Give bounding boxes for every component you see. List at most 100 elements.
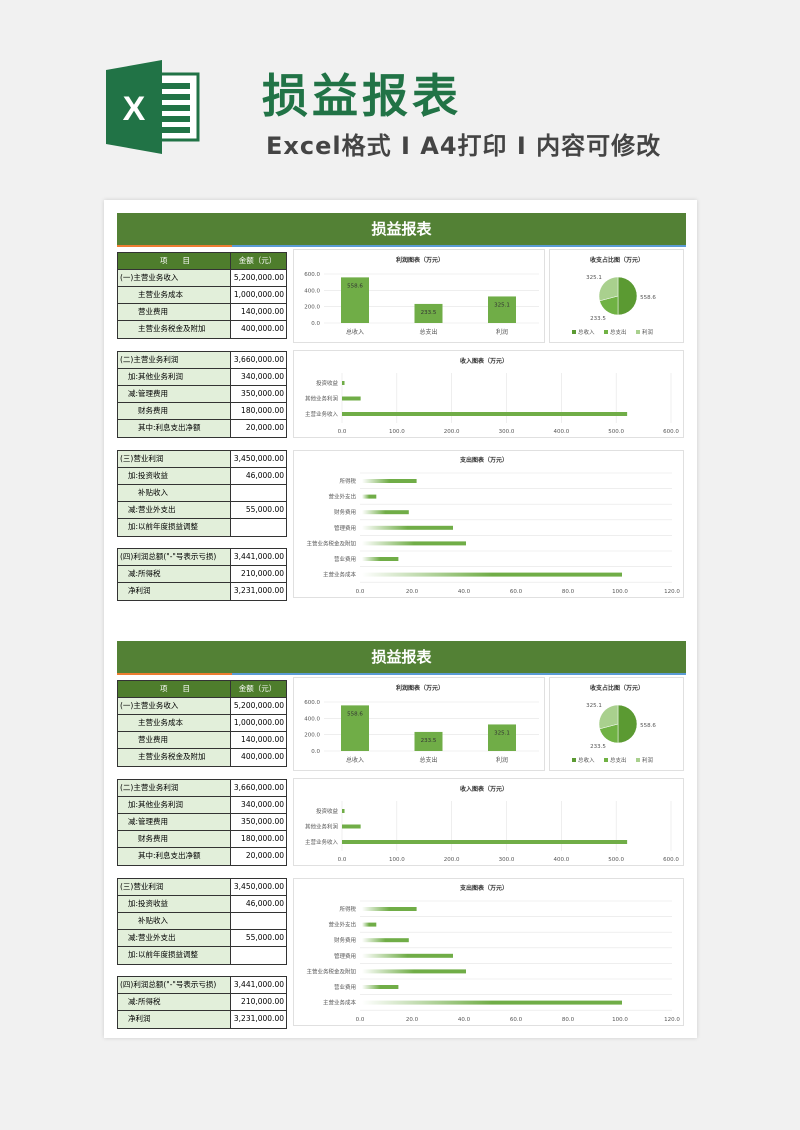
table-row[interactable]: 净利润 3,231,000.00 [118,1011,286,1028]
row-label[interactable]: 加:投资收益 [118,468,231,484]
row-amount[interactable]: 55,000.00 [231,502,286,518]
row-amount[interactable] [231,519,286,536]
table-row[interactable]: 财务费用 180,000.00 [118,831,286,848]
row-amount[interactable]: 3,660,000.00 [231,352,286,368]
row-label[interactable]: (四)利润总额("-"号表示亏损) [118,977,231,993]
row-label[interactable]: 加:其他业务利润 [118,797,231,813]
row-label[interactable]: 主营业务税金及附加 [118,749,231,766]
row-amount[interactable]: 400,000.00 [231,749,286,766]
row-label[interactable]: 加:投资收益 [118,896,231,912]
table-row[interactable]: 其中:利息支出净额 20,000.00 [118,848,286,865]
table-row[interactable]: 加:以前年度损益调整 [118,519,286,536]
row-amount[interactable]: 3,450,000.00 [231,879,286,895]
row-amount[interactable]: 400,000.00 [231,321,286,338]
row-label[interactable]: 营业费用 [118,304,231,320]
table-row[interactable]: 加:其他业务利润 340,000.00 [118,797,286,814]
row-amount[interactable]: 340,000.00 [231,369,286,385]
table-row[interactable]: (一)主营业务收入 5,200,000.00 [118,270,286,287]
table-row[interactable]: 加:投资收益 46,000.00 [118,468,286,485]
row-label[interactable]: (三)营业利润 [118,879,231,895]
table-row[interactable]: 主营业务税金及附加 400,000.00 [118,321,286,338]
row-amount[interactable]: 3,660,000.00 [231,780,286,796]
row-label[interactable]: 净利润 [118,1011,231,1028]
row-amount[interactable]: 3,231,000.00 [231,1011,286,1028]
table-row[interactable]: 补贴收入 [118,485,286,502]
table-row[interactable]: 减:管理费用 350,000.00 [118,386,286,403]
table-row[interactable]: (三)营业利润 3,450,000.00 [118,879,286,896]
row-label[interactable]: 财务费用 [118,831,231,847]
table-row[interactable]: 其中:利息支出净额 20,000.00 [118,420,286,437]
row-amount[interactable]: 340,000.00 [231,797,286,813]
table-row[interactable]: 减:所得税 210,000.00 [118,566,286,583]
row-amount[interactable]: 55,000.00 [231,930,286,946]
row-label[interactable]: 减:管理费用 [118,814,231,830]
row-amount[interactable] [231,947,286,964]
row-label[interactable]: 减:所得税 [118,994,231,1010]
row-amount[interactable]: 46,000.00 [231,468,286,484]
table-row[interactable]: 净利润 3,231,000.00 [118,583,286,600]
table-row[interactable]: 减:所得税 210,000.00 [118,994,286,1011]
row-amount[interactable]: 350,000.00 [231,814,286,830]
row-amount[interactable]: 140,000.00 [231,304,286,320]
row-amount[interactable]: 1,000,000.00 [231,715,286,731]
table-row[interactable]: (三)营业利润 3,450,000.00 [118,451,286,468]
table-row[interactable]: (一)主营业务收入 5,200,000.00 [118,698,286,715]
table-row[interactable]: 主营业务成本 1,000,000.00 [118,715,286,732]
table-row[interactable]: (二)主营业务利润 3,660,000.00 [118,780,286,797]
table-row[interactable]: 营业费用 140,000.00 [118,732,286,749]
row-label[interactable]: 加:其他业务利润 [118,369,231,385]
row-amount[interactable]: 46,000.00 [231,896,286,912]
row-label[interactable]: 补贴收入 [118,485,231,501]
row-label[interactable]: 主营业务成本 [118,287,231,303]
table-row[interactable]: 主营业务成本 1,000,000.00 [118,287,286,304]
row-label[interactable]: 主营业务税金及附加 [118,321,231,338]
row-label[interactable]: 减:管理费用 [118,386,231,402]
table-row[interactable]: 财务费用 180,000.00 [118,403,286,420]
row-label[interactable]: (四)利润总额("-"号表示亏损) [118,549,231,565]
row-amount[interactable]: 350,000.00 [231,386,286,402]
row-amount[interactable]: 180,000.00 [231,831,286,847]
row-label[interactable]: (二)主营业务利润 [118,780,231,796]
row-amount[interactable]: 3,441,000.00 [231,977,286,993]
row-amount[interactable] [231,913,286,929]
row-label[interactable]: 主营业务成本 [118,715,231,731]
table-row[interactable]: 加:投资收益 46,000.00 [118,896,286,913]
table-row[interactable]: 减:营业外支出 55,000.00 [118,502,286,519]
row-label[interactable]: 营业费用 [118,732,231,748]
row-amount[interactable]: 5,200,000.00 [231,698,286,714]
row-label[interactable]: 其中:利息支出净额 [118,848,231,865]
row-amount[interactable]: 210,000.00 [231,994,286,1010]
row-amount[interactable]: 140,000.00 [231,732,286,748]
row-label[interactable]: 净利润 [118,583,231,600]
row-amount[interactable]: 3,231,000.00 [231,583,286,600]
row-label[interactable]: 其中:利息支出净额 [118,420,231,437]
row-label[interactable]: (一)主营业务收入 [118,698,231,714]
table-row[interactable]: 减:管理费用 350,000.00 [118,814,286,831]
row-amount[interactable]: 20,000.00 [231,420,286,437]
table-row[interactable]: (四)利润总额("-"号表示亏损) 3,441,000.00 [118,549,286,566]
row-label[interactable]: 减:所得税 [118,566,231,582]
row-label[interactable]: 减:营业外支出 [118,502,231,518]
row-label[interactable]: (二)主营业务利润 [118,352,231,368]
row-label[interactable]: 补贴收入 [118,913,231,929]
table-row[interactable]: 补贴收入 [118,913,286,930]
row-label[interactable]: (三)营业利润 [118,451,231,467]
row-amount[interactable]: 5,200,000.00 [231,270,286,286]
row-label[interactable]: 财务费用 [118,403,231,419]
table-row[interactable]: 加:以前年度损益调整 [118,947,286,964]
row-amount[interactable]: 20,000.00 [231,848,286,865]
row-label[interactable]: 加:以前年度损益调整 [118,519,231,536]
row-amount[interactable]: 180,000.00 [231,403,286,419]
row-label[interactable]: (一)主营业务收入 [118,270,231,286]
row-amount[interactable]: 3,450,000.00 [231,451,286,467]
table-row[interactable]: 减:营业外支出 55,000.00 [118,930,286,947]
row-amount[interactable]: 3,441,000.00 [231,549,286,565]
table-row[interactable]: 主营业务税金及附加 400,000.00 [118,749,286,766]
row-amount[interactable]: 1,000,000.00 [231,287,286,303]
row-label[interactable]: 减:营业外支出 [118,930,231,946]
table-row[interactable]: 加:其他业务利润 340,000.00 [118,369,286,386]
row-label[interactable]: 加:以前年度损益调整 [118,947,231,964]
row-amount[interactable]: 210,000.00 [231,566,286,582]
table-row[interactable]: (四)利润总额("-"号表示亏损) 3,441,000.00 [118,977,286,994]
table-row[interactable]: (二)主营业务利润 3,660,000.00 [118,352,286,369]
